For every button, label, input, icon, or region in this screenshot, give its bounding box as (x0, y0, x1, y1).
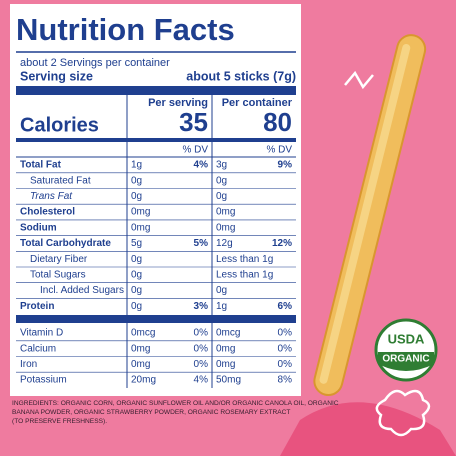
nutrient-label: Dietary Fiber (30, 254, 88, 265)
dv: 4% (194, 160, 209, 171)
amount: 3g (216, 160, 227, 171)
amount: Less than 1g (216, 254, 273, 265)
amount: 0g (131, 191, 142, 202)
amount: 1g (131, 160, 142, 171)
dv: 5% (194, 238, 209, 249)
amount: 0g (216, 285, 227, 296)
column-header: Per serving (148, 97, 208, 109)
amount: 50mg (216, 375, 241, 386)
dv: 0% (194, 343, 209, 354)
nutrient-label: Total Fat (20, 160, 62, 171)
dv: 0% (194, 359, 209, 370)
nutrient-label: Trans Fat (30, 191, 73, 202)
nutrient-label: Total Carbohydrate (20, 238, 111, 249)
ingredients: BANANA POWDER, ORGANIC STRAWBERRY POWDER… (12, 409, 290, 416)
servings: about 2 Servings per container (20, 57, 170, 69)
amount: 1g (216, 301, 227, 312)
serving-size-value: about 5 sticks (7g) (186, 69, 296, 83)
dv: 12% (272, 238, 292, 249)
amount: 12g (216, 238, 233, 249)
amount: 0mg (216, 343, 235, 354)
ingredients: INGREDIENTS: ORGANIC CORN, ORGANIC SUNFL… (12, 400, 339, 407)
nutrient-label: Saturated Fat (30, 175, 91, 186)
dv: 3% (194, 301, 209, 312)
nutrient-label: Potassium (20, 375, 67, 386)
decor (280, 402, 456, 456)
calories-label: Calories (20, 114, 99, 136)
decor-squiggle (344, 70, 374, 90)
nutrient-label: Iron (20, 359, 37, 370)
amount: 0mg (216, 222, 235, 233)
thick-bar (16, 315, 296, 323)
dv: 0% (278, 343, 293, 354)
dv-header: % DV (266, 145, 292, 156)
column-header: Per container (222, 97, 293, 109)
amount: 20mg (131, 375, 156, 386)
amount: 0g (216, 175, 227, 186)
calories-value: 35 (179, 107, 208, 137)
calories-value: 80 (263, 107, 292, 137)
dv: 4% (194, 375, 209, 386)
amount: Less than 1g (216, 270, 273, 281)
medium-bar (16, 138, 296, 142)
nutrient-label: Vitamin D (20, 328, 63, 339)
badge-bottom: ORGANIC (382, 354, 429, 365)
amount: 5g (131, 238, 142, 249)
usda-badge: USDA ORGANIC (374, 318, 438, 382)
nutrient-label: Total Sugars (30, 270, 86, 281)
serving-size-label: Serving size (20, 69, 93, 83)
amount: 0mg (216, 359, 235, 370)
thick-bar (16, 86, 296, 95)
dv: 0% (278, 328, 293, 339)
amount: 0mcg (216, 328, 240, 339)
amount: 0mg (131, 207, 150, 218)
nutrient-label: Sodium (20, 222, 57, 233)
dv-header: % DV (182, 145, 208, 156)
corn-stick (313, 34, 427, 397)
dv: 0% (194, 328, 209, 339)
nutrient-label: Protein (20, 301, 54, 312)
nutrient-label: Cholesterol (20, 207, 75, 218)
amount: 0g (131, 270, 142, 281)
amount: 0g (131, 301, 142, 312)
amount: 0mg (216, 207, 235, 218)
ingredients: (TO PRESERVE FRESHNESS). (12, 418, 107, 425)
label-panel (10, 4, 301, 396)
dv: 8% (278, 375, 293, 386)
nutrient-label: Calcium (20, 343, 56, 354)
amount: 0g (216, 191, 227, 202)
badge-top: USDA (388, 331, 425, 346)
dv: 0% (278, 359, 293, 370)
dv: 9% (278, 160, 293, 171)
amount: 0g (131, 175, 142, 186)
amount: 0mg (131, 343, 150, 354)
amount: 0g (131, 254, 142, 265)
amount: 0mcg (131, 328, 155, 339)
nutrient-label: Incl. Added Sugars (40, 285, 124, 296)
dv: 6% (278, 301, 293, 312)
decor-flower (375, 389, 431, 437)
amount: 0mg (131, 359, 150, 370)
amount: 0mg (131, 222, 150, 233)
amount: 0g (131, 285, 142, 296)
title: Nutrition Facts (16, 12, 235, 47)
